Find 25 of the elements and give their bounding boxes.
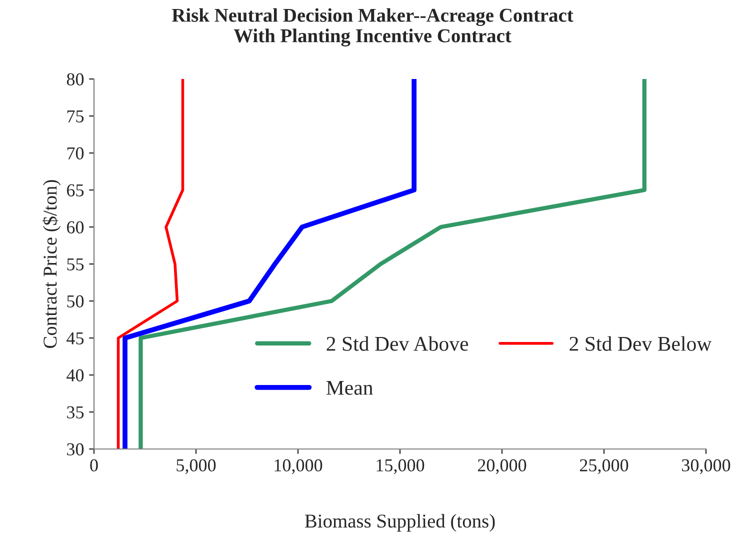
- x-tick-label: 25,000: [580, 459, 628, 474]
- y-tick-label: 80: [66, 73, 84, 86]
- x-tick-label: 30,000: [682, 459, 730, 474]
- y-tick-label: 55: [67, 258, 84, 270]
- line-series: [116, 79, 184, 449]
- chart-title: Risk Neutral Decision Maker--Acreage Contract With Planting Incentive Contract: [172, 8, 574, 46]
- y-tick-label: 75: [67, 110, 84, 122]
- x-tick-label: 20,000: [478, 459, 526, 474]
- y-tick-label: 45: [66, 332, 84, 344]
- x-axis-title: Biomass Supplied (tons): [304, 514, 495, 532]
- y-tick-label: 65: [67, 184, 84, 196]
- legend-label: 2 Std Dev Above: [326, 336, 468, 351]
- y-axis-title: Contract Price ($/ton): [42, 180, 61, 348]
- y-tick-label: 50: [67, 295, 84, 308]
- y-tick-label: 70: [67, 147, 84, 160]
- y-tick-label: 35: [67, 406, 84, 418]
- y-tick-label: 60: [67, 221, 84, 234]
- x-tick-label: 5,000: [176, 459, 216, 474]
- x-tick-label: 15,000: [376, 459, 424, 474]
- x-tick-label: 10,000: [274, 459, 322, 474]
- y-tick-label: 30: [67, 443, 84, 456]
- legend-label: Mean: [326, 381, 373, 395]
- x-tick-label: 0: [90, 459, 98, 472]
- y-tick-label: 40: [66, 369, 84, 382]
- legend-label: 2 Std Dev Below: [570, 336, 712, 351]
